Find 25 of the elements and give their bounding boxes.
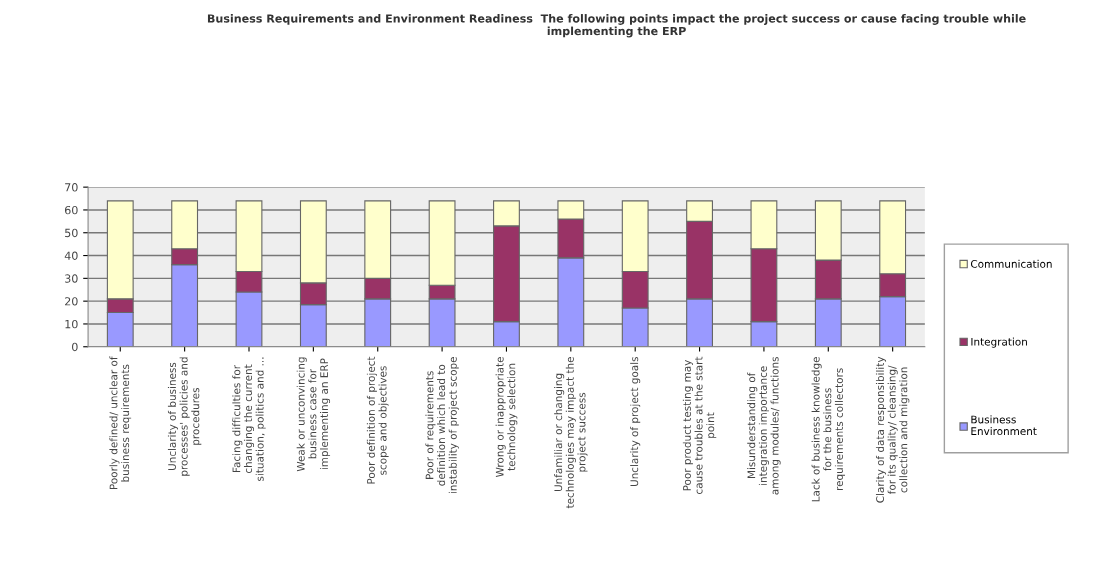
x-tick-label: Facing difficulties for changing the current situation, politics and ... (232, 357, 266, 481)
y-tick-label: 0 (72, 342, 78, 352)
legend-label: Integration (971, 337, 1027, 348)
y-tick-label: 70 (65, 183, 78, 192)
x-tick-label: Clarity of data responsibility for its quality/ cleansing/ collection and migration (875, 356, 910, 503)
y-tick-label: 60 (64, 205, 78, 215)
x-tick-label: Poorly defined/ unclear of business requirements (109, 356, 132, 490)
x-tick-label: Poor of requirements definition which lead to instability of project scope (425, 357, 459, 494)
y-tick-label: 10 (65, 319, 78, 329)
x-tick-label: Unclarity of project goals (630, 356, 641, 487)
chart-title: Business Requirements and Environment Readiness The following points impact the project success or cause facing trouble while implementing the ERP (207, 14, 1026, 38)
x-tick-label: Poor product testing may cause troubles at the start point (682, 356, 717, 494)
x-tick-label: Wrong or inappropriate technology selection (495, 357, 518, 478)
x-tick-label: Unclarity of business processes' policies and procedures (167, 357, 202, 476)
y-tick-label: 20 (65, 297, 78, 306)
x-tick-label: Lack of business knowledge for the business requirements collectors (811, 357, 845, 502)
x-tick-label: Misunderstanding of integration importance among modules/ functions (747, 356, 781, 495)
y-tick-label: 30 (65, 274, 78, 283)
x-tick-label: Poor definition of project scope and objectives (366, 356, 389, 484)
x-tick-label: Unfamiliar or changing technologies may impact the project success (554, 357, 588, 509)
y-tick-label: 40 (64, 251, 78, 260)
legend-label: Business Environment (971, 415, 1037, 436)
x-tick-label: Weak or unconvincing business case for implementing an ERP (296, 357, 331, 472)
legend-label: Communication (970, 259, 1052, 268)
y-tick-label: 50 (65, 228, 78, 238)
